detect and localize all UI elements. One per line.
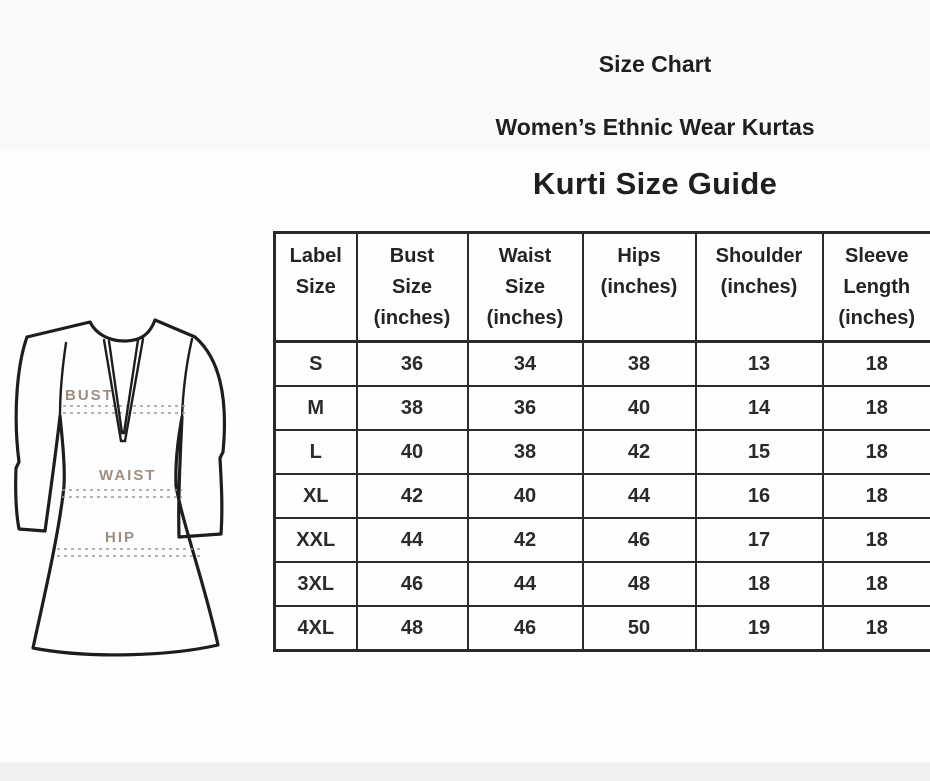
kurti-outline <box>14 318 226 657</box>
size-label-cell: M <box>273 385 358 431</box>
column-header: Hips (inches) <box>581 231 697 343</box>
left-armhole-seam <box>58 341 68 418</box>
measurement-cell: 44 <box>355 517 469 563</box>
measurement-cell: 18 <box>694 561 824 607</box>
measurement-cell: 34 <box>466 340 584 387</box>
table-row: XL 42 40 44 16 18 <box>273 473 930 519</box>
column-header: Bust Size (inches) <box>355 231 469 343</box>
right-armhole-seam <box>180 337 194 419</box>
page-subtitle: Women’s Ethnic Wear Kurtas <box>495 114 815 140</box>
column-header: Shoulder (inches) <box>694 231 824 343</box>
table-row: M 38 36 40 14 18 <box>273 385 930 431</box>
table-row: S 36 34 38 13 18 <box>273 340 930 387</box>
measurement-cell: 18 <box>821 473 930 519</box>
measurement-cell: 42 <box>355 473 469 519</box>
placket-outer <box>102 337 145 443</box>
size-label-cell: XL <box>273 473 358 519</box>
table-row: L 40 38 42 15 18 <box>273 429 930 475</box>
hip-line <box>57 548 201 557</box>
measurement-cell: 18 <box>821 561 930 607</box>
measurement-cell: 46 <box>355 561 469 607</box>
size-label-cell: XXL <box>273 517 358 563</box>
measurement-cell: 36 <box>355 340 469 387</box>
measurement-cell: 18 <box>821 385 930 431</box>
measurement-cell: 18 <box>821 429 930 475</box>
table-title: Kurti Size Guide <box>532 166 778 201</box>
size-label-cell: 4XL <box>273 605 358 652</box>
table-row: 3XL 46 44 48 18 18 <box>273 561 930 607</box>
measurement-cell: 42 <box>466 517 584 563</box>
size-table-body: S 36 34 38 13 18 M 38 36 40 14 18 L 40 38 42 15 18 XL 42 40 4… <box>273 340 930 652</box>
bust-label: BUST <box>65 387 114 404</box>
measurement-cell: 13 <box>694 340 824 387</box>
size-label-cell: S <box>273 340 358 387</box>
measurement-cell: 18 <box>821 605 930 652</box>
measurement-cell: 48 <box>355 605 469 652</box>
measurement-cell: 18 <box>821 517 930 563</box>
placket-inner <box>107 338 140 435</box>
measurement-cell: 46 <box>466 605 584 652</box>
measurement-cell: 44 <box>466 561 584 607</box>
table-row: 4XL 48 46 50 19 18 <box>273 605 930 652</box>
measurement-cell: 38 <box>355 385 469 431</box>
measurement-cell: 36 <box>466 385 584 431</box>
measurement-cell: 16 <box>694 473 824 519</box>
measurement-cell: 18 <box>821 340 930 387</box>
waist-line <box>62 489 182 498</box>
measurement-cell: 38 <box>466 429 584 475</box>
measurement-cell: 40 <box>581 385 697 431</box>
column-header: Sleeve Length (inches) <box>821 231 930 343</box>
table-row: XXL 44 42 46 17 18 <box>273 517 930 563</box>
measurement-cell: 40 <box>466 473 584 519</box>
measurement-cell: 44 <box>581 473 697 519</box>
size-table: Label Size Bust Size (inches) Waist Size (… <box>273 231 930 652</box>
hip-label: HIP <box>105 529 136 546</box>
column-header: Label Size <box>273 231 358 343</box>
measurement-cell: 48 <box>581 561 697 607</box>
measurement-cell: 19 <box>694 605 824 652</box>
kurti-illustration: BUST WAIST HIP <box>14 318 226 657</box>
measurement-cell: 42 <box>581 429 697 475</box>
measurement-cell: 38 <box>581 340 697 387</box>
measurement-cell: 15 <box>694 429 824 475</box>
measurement-cell: 14 <box>694 385 824 431</box>
measurement-cell: 50 <box>581 605 697 652</box>
size-label-cell: L <box>273 429 358 475</box>
column-header: Waist Size (inches) <box>466 231 584 343</box>
size-table-header-row: Label Size Bust Size (inches) Waist Size (… <box>273 231 930 343</box>
measurement-cell: 17 <box>694 517 824 563</box>
page-title: Size Chart <box>598 51 712 77</box>
measurement-cell: 46 <box>581 517 697 563</box>
size-label-cell: 3XL <box>273 561 358 607</box>
waist-label: WAIST <box>99 467 157 484</box>
measurement-cell: 40 <box>355 429 469 475</box>
